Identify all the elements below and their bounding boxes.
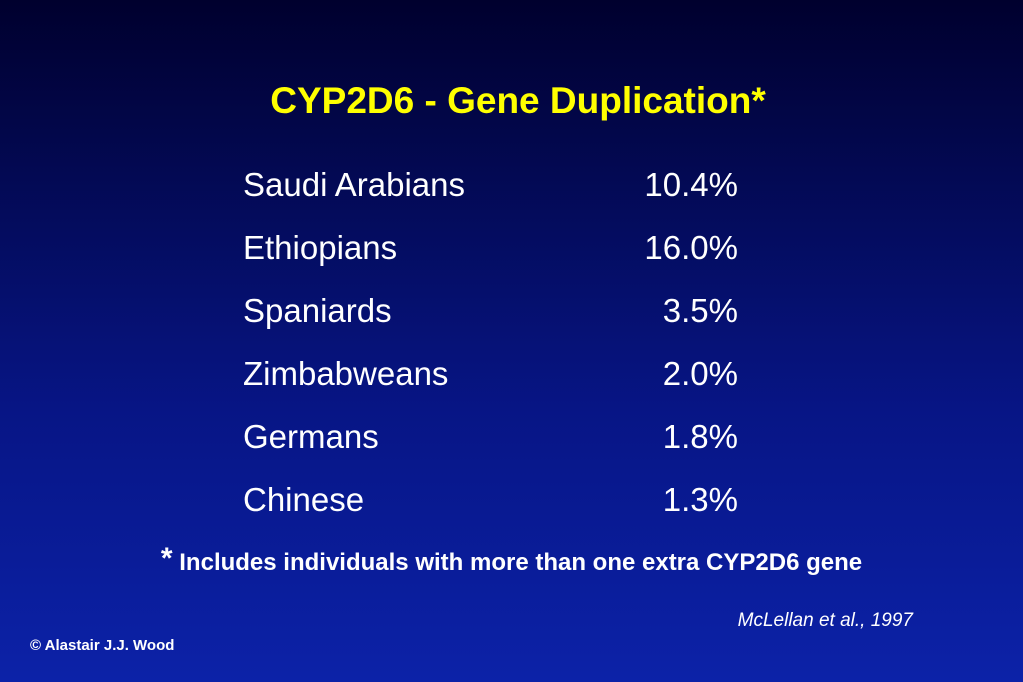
- population: Spaniards: [243, 292, 392, 329]
- frequency: 10.4%: [644, 166, 738, 203]
- population: Germans: [243, 418, 379, 455]
- frequency: 16.0%: [644, 229, 738, 266]
- frequency: 3.5%: [662, 292, 738, 329]
- footnote-text: Includes individuals with more than one …: [179, 549, 863, 576]
- title: CYP2D6 - Gene Duplication*: [270, 80, 766, 121]
- frequency: 1.8%: [662, 418, 738, 455]
- citation: McLellan et al., 1997: [737, 610, 913, 631]
- population: Zimbabweans: [243, 355, 449, 392]
- population: Saudi Arabians: [243, 166, 465, 203]
- population: Ethiopians: [243, 229, 398, 266]
- copyright: © Alastair J.J. Wood: [30, 637, 175, 654]
- population: Chinese: [243, 481, 365, 518]
- frequency: 1.3%: [662, 481, 738, 518]
- footnote: * Includes individuals with more than on…: [0, 542, 1023, 577]
- frequency: 2.0%: [662, 355, 738, 392]
- footnote-marker: *: [160, 542, 173, 575]
